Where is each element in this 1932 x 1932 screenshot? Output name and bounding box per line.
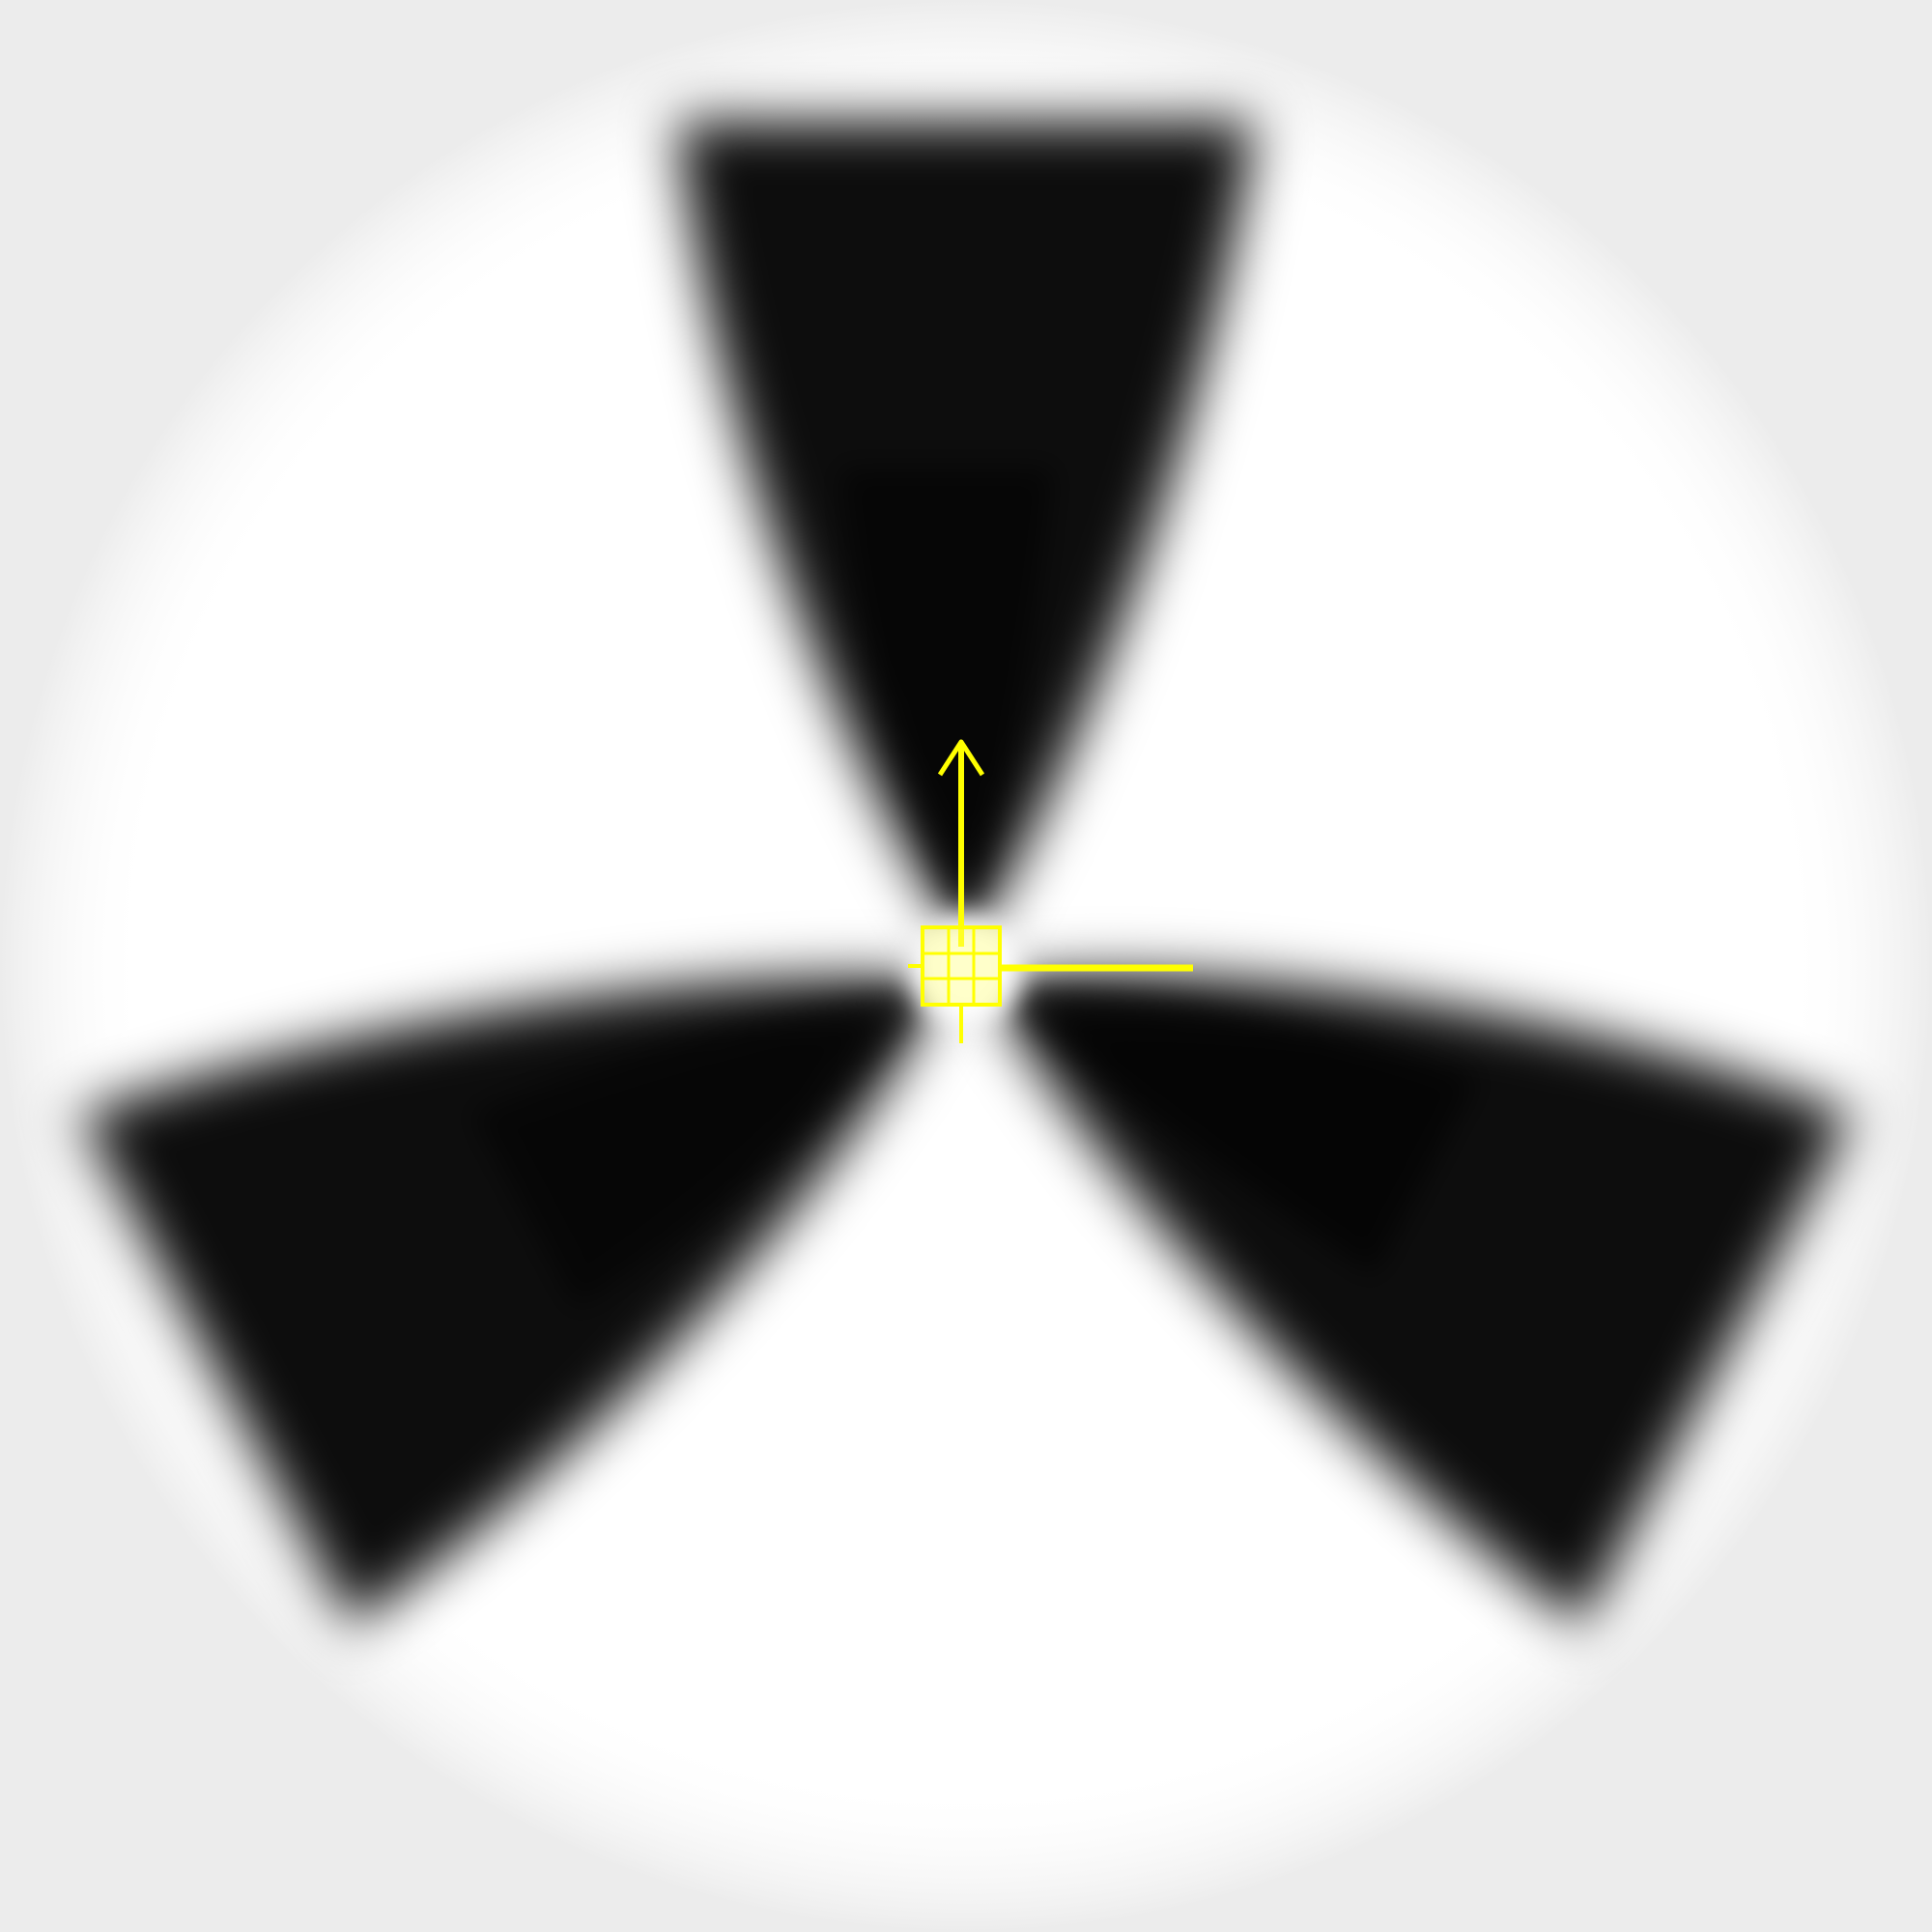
transform-gizmo[interactable] bbox=[908, 739, 1193, 1043]
gizmo-y-axis-arrow[interactable] bbox=[937, 739, 985, 947]
propeller-blade-top[interactable] bbox=[676, 121, 1256, 923]
gizmo-center-grid-icon[interactable] bbox=[908, 925, 1002, 1043]
propeller-hub bbox=[913, 918, 1019, 1024]
propeller-blade-left[interactable] bbox=[79, 738, 1060, 1627]
propeller-object[interactable] bbox=[79, 121, 1853, 1627]
propeller-blade-right[interactable] bbox=[872, 738, 1853, 1627]
